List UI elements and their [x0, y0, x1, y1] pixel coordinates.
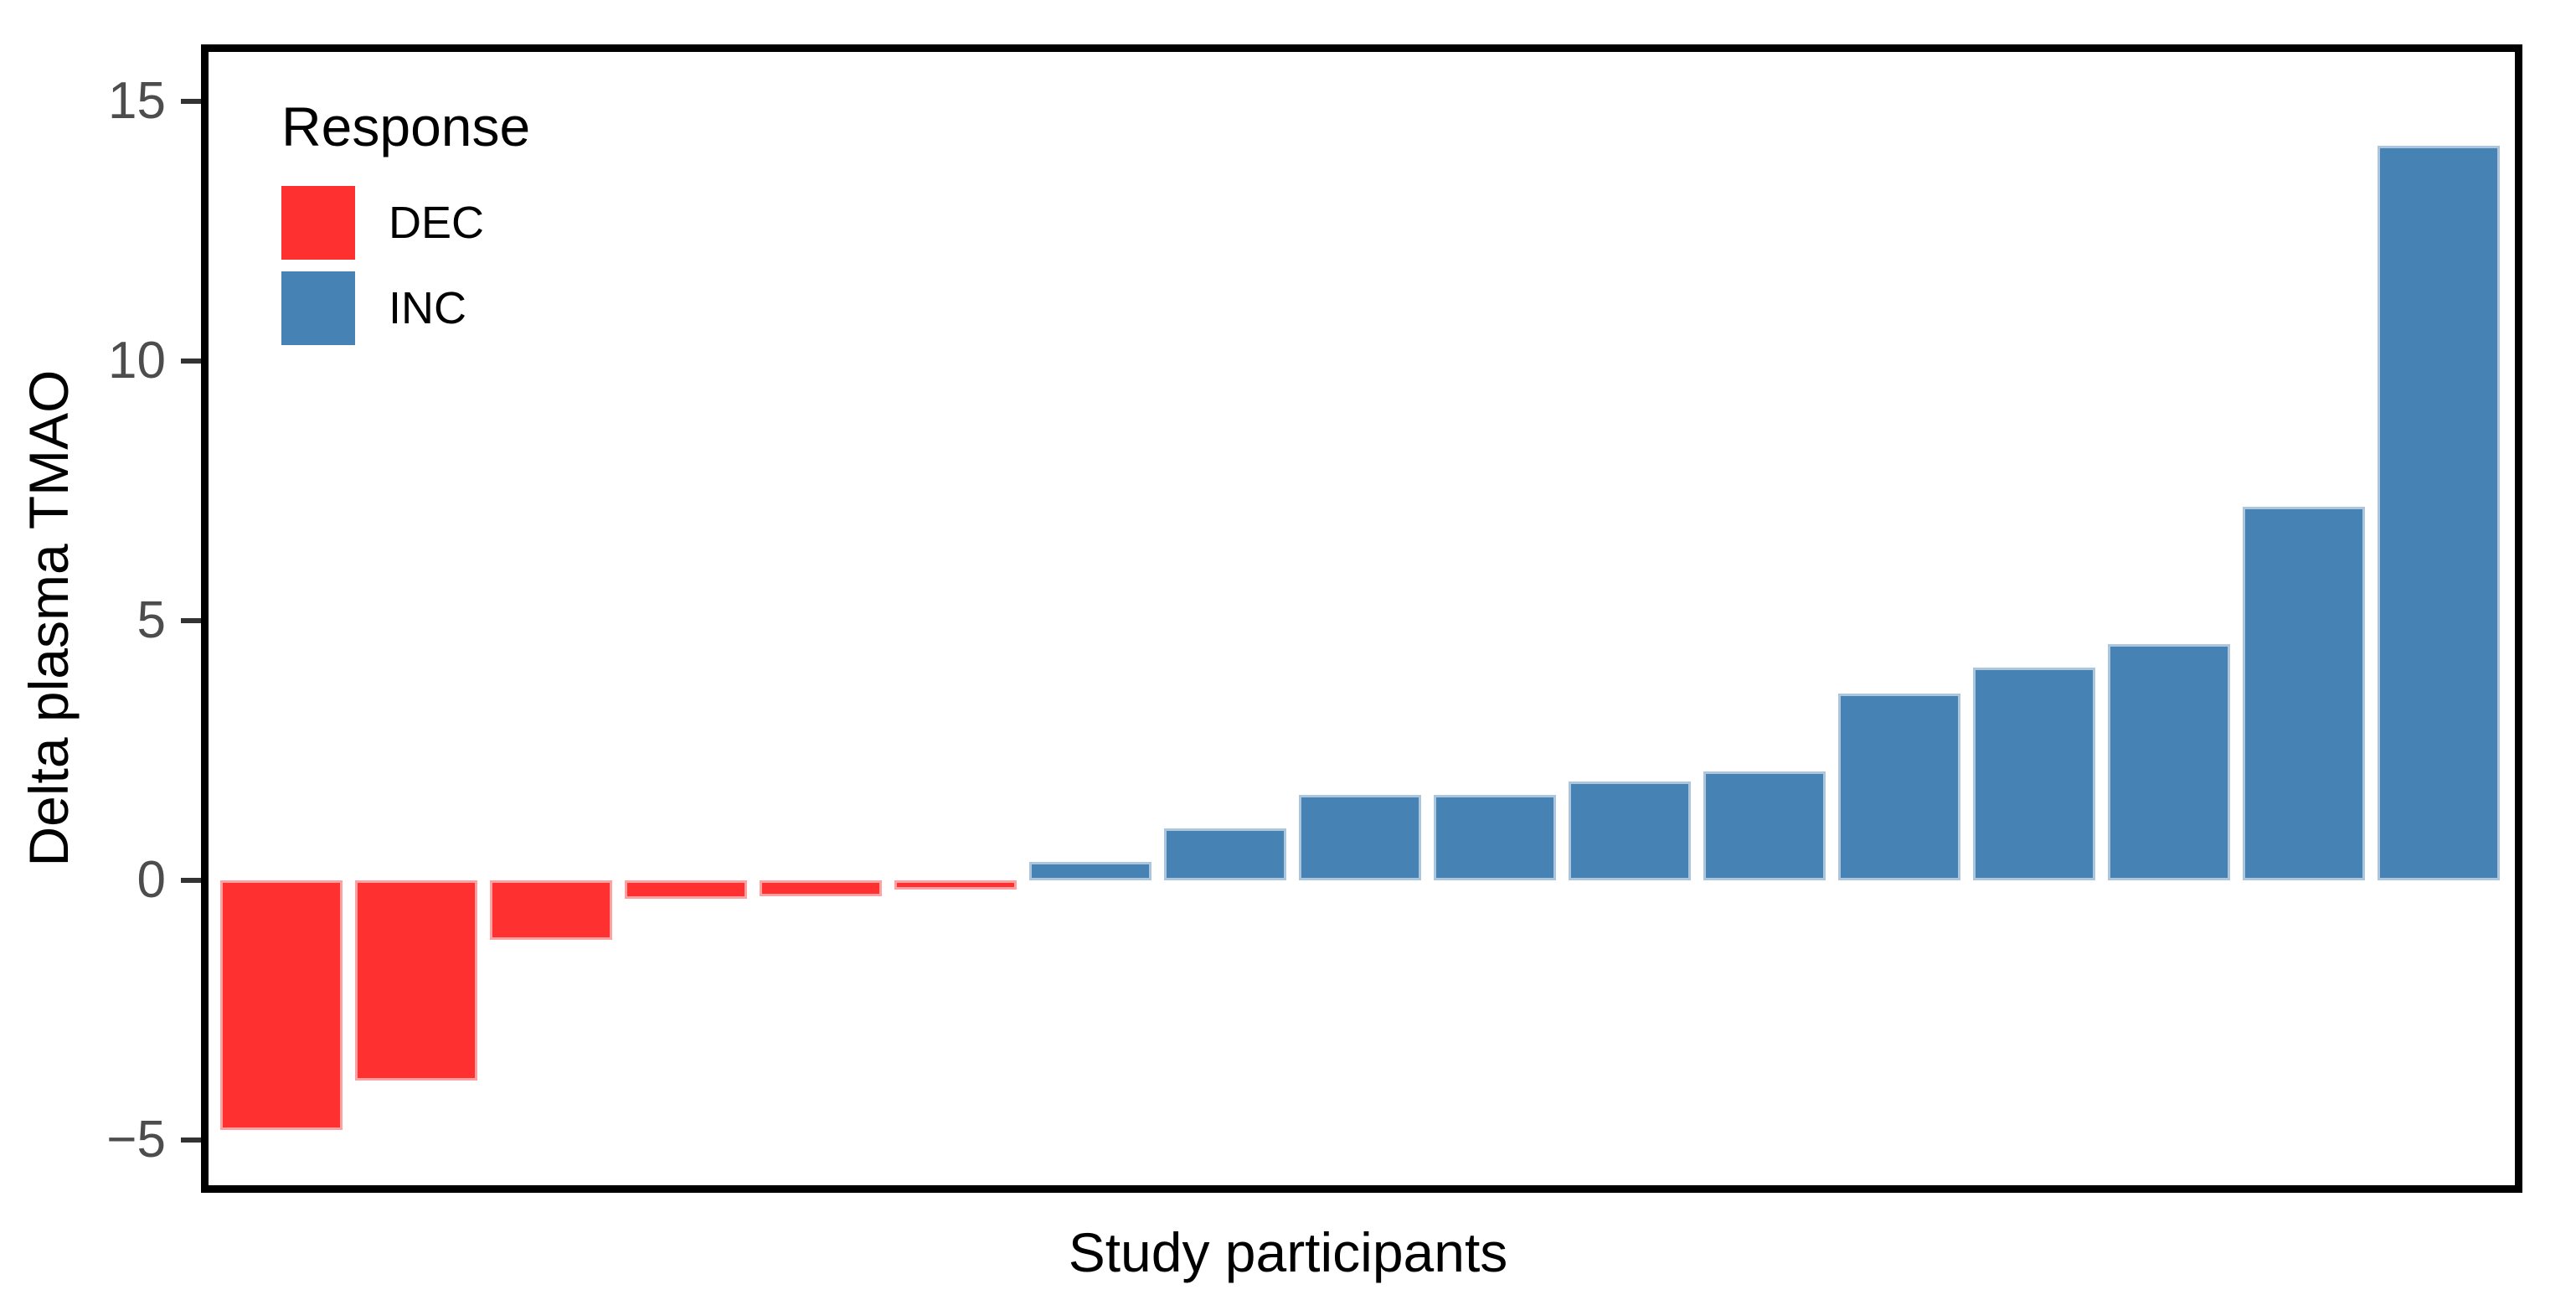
bar-p2 — [355, 880, 477, 1081]
y-tick-mark-10 — [181, 359, 201, 364]
bar-p5 — [760, 880, 882, 896]
y-axis-title: Delta plasma TMAO — [18, 369, 80, 867]
plot-panel — [201, 44, 2522, 1193]
legend-label-dec: DEC — [389, 198, 485, 248]
y-tick-mark-15 — [181, 99, 201, 104]
bar-p1 — [220, 880, 343, 1130]
y-tick-label-15: 15 — [108, 72, 166, 130]
bar-p6 — [894, 880, 1017, 890]
legend-entry-inc: INC — [281, 271, 530, 345]
bar-p10 — [1434, 794, 1556, 880]
bar-p4 — [625, 880, 747, 899]
bar-p12 — [1703, 771, 1826, 880]
bar-p3 — [490, 880, 612, 941]
legend-label-inc: INC — [389, 283, 466, 333]
legend-swatch-inc — [281, 271, 355, 345]
legend: Response DEC INC — [281, 99, 530, 357]
bar-p17 — [2378, 145, 2500, 880]
y-tick-label-−5: −5 — [106, 1111, 166, 1168]
legend-swatch-dec — [281, 186, 355, 260]
y-tick-mark-−5 — [181, 1138, 201, 1143]
y-tick-mark-5 — [181, 618, 201, 623]
bar-p13 — [1838, 693, 1960, 880]
y-tick-label-0: 0 — [137, 851, 166, 909]
bar-p11 — [1569, 782, 1691, 880]
x-axis-title: Study participants — [1068, 1221, 1508, 1283]
bar-p15 — [2108, 643, 2230, 880]
legend-title: Response — [281, 95, 531, 157]
y-tick-mark-0 — [181, 878, 201, 883]
bar-p9 — [1299, 794, 1421, 880]
y-tick-label-5: 5 — [137, 591, 166, 649]
legend-entry-dec: DEC — [281, 186, 530, 260]
bar-p8 — [1164, 828, 1286, 880]
bar-p14 — [1973, 667, 2095, 880]
bar-p16 — [2243, 506, 2365, 880]
y-tick-label-10: 10 — [108, 332, 166, 389]
bar-p7 — [1029, 862, 1151, 880]
